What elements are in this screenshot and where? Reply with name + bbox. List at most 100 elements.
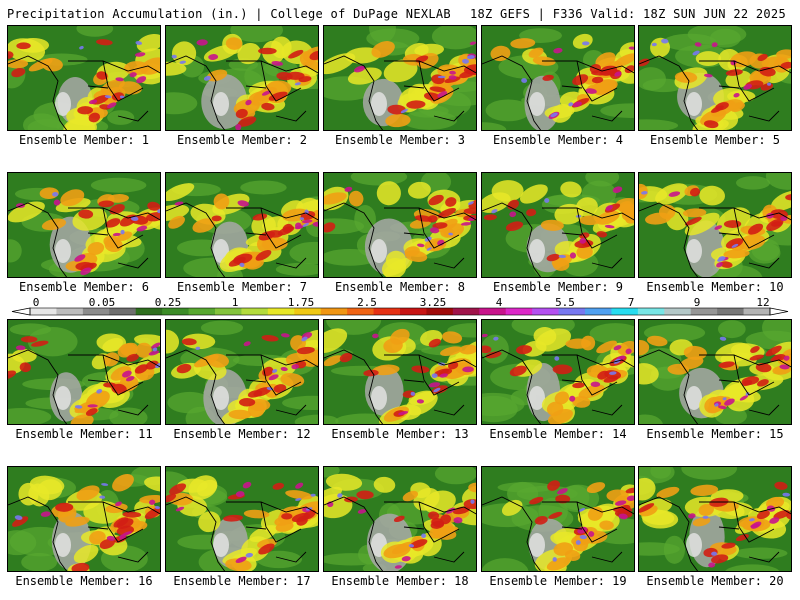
precip-map [639, 173, 791, 277]
precip-map [324, 467, 476, 571]
ensemble-map-panel [7, 25, 161, 131]
ensemble-map-panel [481, 319, 635, 425]
colorbar-swatch [400, 308, 427, 315]
ensemble-map-panel [323, 319, 477, 425]
member-label: Ensemble Member: 2 [176, 133, 308, 147]
chart-title: Precipitation Accumulation (in.) | Colle… [7, 7, 451, 21]
ensemble-map-panel [165, 466, 319, 572]
colorbar-swatch [56, 308, 84, 315]
member-label: Ensemble Member: 13 [331, 427, 469, 441]
member-label: Ensemble Member: 10 [646, 280, 784, 294]
colorbar-swatch [347, 308, 375, 315]
colorbar-swatch [294, 308, 322, 315]
ensemble-map-panel [481, 25, 635, 131]
colorbar-swatch [426, 308, 454, 315]
precip-map [639, 320, 791, 424]
colorbar-tick-label: 9 [693, 296, 701, 309]
colorbar-swatch [188, 308, 216, 315]
colorbar-swatch [215, 308, 242, 315]
member-label: Ensemble Member: 4 [492, 133, 624, 147]
colorbar-tick-label: 3.25 [419, 296, 447, 309]
colorbar-swatch [717, 308, 745, 315]
member-label: Ensemble Member: 7 [176, 280, 308, 294]
ensemble-map-panel [7, 172, 161, 278]
colorbar-swatch [373, 308, 401, 315]
ensemble-map-panel [165, 25, 319, 131]
precip-map [324, 320, 476, 424]
colorbar-swatch [452, 308, 480, 315]
member-label: Ensemble Member: 20 [646, 574, 784, 588]
colorbar-tick-label: 4 [495, 296, 503, 309]
colorbar-tick-label: 0.25 [154, 296, 182, 309]
precip-map [482, 173, 634, 277]
precip-map [166, 173, 318, 277]
ensemble-map-panel [165, 172, 319, 278]
precip-map [482, 467, 634, 571]
colorbar-tick-label: 1.75 [287, 296, 315, 309]
precip-map [324, 173, 476, 277]
member-label: Ensemble Member: 9 [492, 280, 624, 294]
colorbar-swatch [267, 308, 295, 315]
member-label: Ensemble Member: 17 [173, 574, 311, 588]
precip-colorbar: 0 0.05 0.25 1 1.75 2.5 3.25 4 5.5 7 9 12 [0, 296, 800, 322]
ensemble-map-panel [7, 466, 161, 572]
colorbar-tick-label: 0.05 [88, 296, 116, 309]
colorbar-swatch [611, 308, 639, 315]
colorbar-swatch [82, 308, 110, 315]
precip-map [8, 467, 160, 571]
ensemble-map-panel [638, 319, 792, 425]
precip-map [482, 26, 634, 130]
ensemble-map-panel [638, 466, 792, 572]
colorbar-tick-label: 0 [32, 296, 40, 309]
member-label: Ensemble Member: 14 [489, 427, 627, 441]
precip-map [8, 173, 160, 277]
colorbar-swatch [743, 308, 771, 315]
colorbar-swatch [637, 308, 665, 315]
colorbar-right-arrow [769, 307, 789, 316]
ensemble-map-panel [7, 319, 161, 425]
precip-map [482, 320, 634, 424]
colorbar-swatch [162, 308, 190, 315]
ensemble-map-panel [638, 25, 792, 131]
precip-map [8, 26, 160, 130]
ensemble-map-panel [638, 172, 792, 278]
member-label: Ensemble Member: 19 [489, 574, 627, 588]
colorbar-tick-label: 5.5 [555, 296, 575, 309]
ensemble-map-panel [323, 466, 477, 572]
member-label: Ensemble Member: 18 [331, 574, 469, 588]
colorbar-swatch [690, 308, 718, 315]
member-label: Ensemble Member: 5 [649, 133, 781, 147]
member-label: Ensemble Member: 1 [18, 133, 150, 147]
member-label: Ensemble Member: 8 [334, 280, 466, 294]
colorbar-swatch [241, 308, 269, 315]
colorbar-swatch [558, 308, 586, 315]
member-label: Ensemble Member: 11 [15, 427, 153, 441]
colorbar-tick-label: 1 [231, 296, 239, 309]
colorbar-tick-label: 7 [627, 296, 635, 309]
colorbar-swatch [109, 308, 137, 315]
colorbar-swatch [135, 308, 163, 315]
precip-map [324, 26, 476, 130]
precip-map [166, 320, 318, 424]
colorbar-swatch [505, 308, 533, 315]
colorbar-swatch [479, 308, 507, 315]
colorbar-swatch [532, 308, 560, 315]
precip-map [8, 320, 160, 424]
member-label: Ensemble Member: 6 [18, 280, 150, 294]
ensemble-map-panel [165, 319, 319, 425]
ensemble-map-panel [481, 172, 635, 278]
colorbar-tick-label: 2.5 [357, 296, 377, 309]
ensemble-map-panel [481, 466, 635, 572]
colorbar-swatch [30, 308, 57, 315]
member-label: Ensemble Member: 3 [334, 133, 466, 147]
ensemble-map-panel [323, 172, 477, 278]
colorbar-swatch [664, 308, 692, 315]
precip-map [639, 26, 791, 130]
precip-map [639, 467, 791, 571]
member-label: Ensemble Member: 15 [646, 427, 784, 441]
colorbar-swatch [585, 308, 612, 315]
colorbar-tick-label: 12 [756, 296, 770, 309]
colorbar-left-arrow [11, 307, 31, 316]
member-label: Ensemble Member: 12 [173, 427, 311, 441]
ensemble-map-panel [323, 25, 477, 131]
